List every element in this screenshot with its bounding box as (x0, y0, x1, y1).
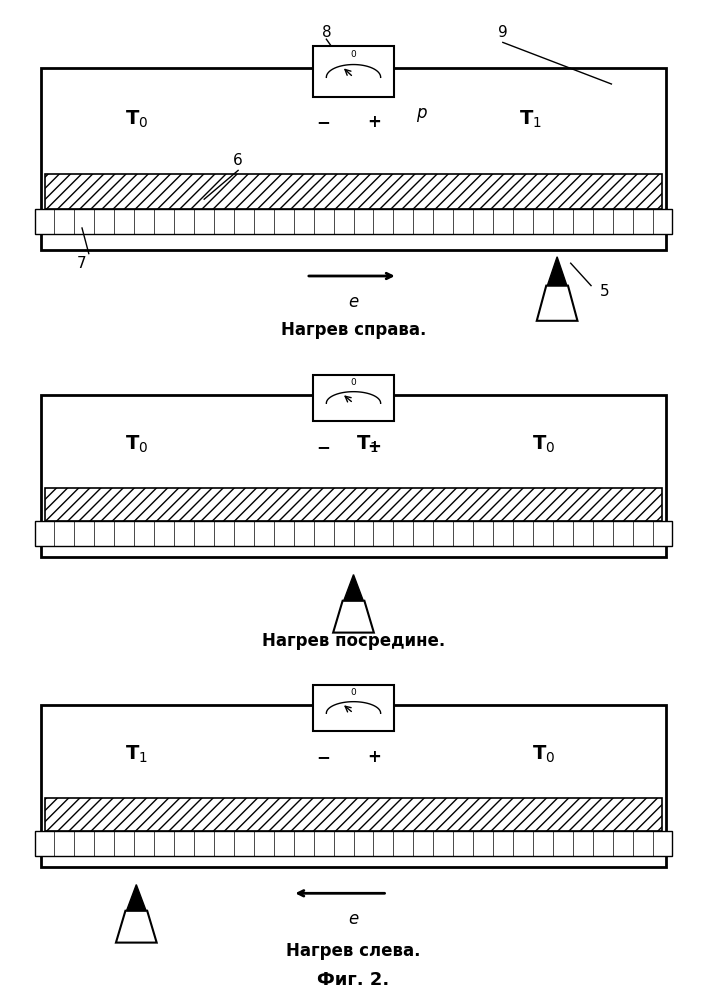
Polygon shape (333, 601, 374, 633)
Text: −: − (316, 113, 330, 131)
Text: 0: 0 (351, 50, 356, 59)
Text: 9: 9 (498, 25, 508, 40)
Text: T$_0$: T$_0$ (532, 433, 555, 455)
Polygon shape (116, 911, 157, 943)
Bar (45, 798, 662, 831)
Text: e: e (349, 293, 358, 311)
Text: T$_1$: T$_1$ (356, 433, 378, 455)
Text: −: − (316, 748, 330, 766)
Bar (312, 685, 395, 731)
Text: −: − (316, 438, 330, 456)
Text: T$_0$: T$_0$ (532, 743, 555, 765)
Bar (35, 831, 672, 856)
Bar (41, 68, 666, 250)
Bar (45, 174, 662, 209)
Bar (35, 521, 672, 546)
Text: +: + (367, 748, 381, 766)
Text: p: p (416, 104, 426, 122)
Text: e: e (349, 910, 358, 928)
Text: Нагрев слева.: Нагрев слева. (286, 942, 421, 960)
Polygon shape (547, 257, 567, 286)
Bar (41, 705, 666, 867)
Text: 7: 7 (77, 256, 87, 271)
Text: 0: 0 (351, 378, 356, 387)
Text: Нагрев справа.: Нагрев справа. (281, 321, 426, 339)
Text: 6: 6 (233, 153, 243, 168)
Text: +: + (367, 438, 381, 456)
Bar (312, 46, 395, 97)
Polygon shape (127, 885, 146, 911)
Text: Нагрев посредине.: Нагрев посредине. (262, 632, 445, 650)
Bar (45, 488, 662, 521)
Bar (35, 209, 672, 234)
Text: T$_0$: T$_0$ (124, 433, 148, 455)
Polygon shape (537, 286, 578, 321)
Text: T$_1$: T$_1$ (518, 109, 542, 130)
Bar (41, 395, 666, 557)
Text: T$_0$: T$_0$ (124, 109, 148, 130)
Text: Фиг. 2.: Фиг. 2. (317, 971, 390, 989)
Text: T$_1$: T$_1$ (125, 743, 148, 765)
Text: 5: 5 (600, 284, 609, 300)
Polygon shape (344, 575, 363, 601)
Text: 0: 0 (351, 688, 356, 697)
Text: 8: 8 (322, 25, 331, 40)
Text: +: + (367, 113, 381, 131)
Bar (312, 375, 395, 421)
